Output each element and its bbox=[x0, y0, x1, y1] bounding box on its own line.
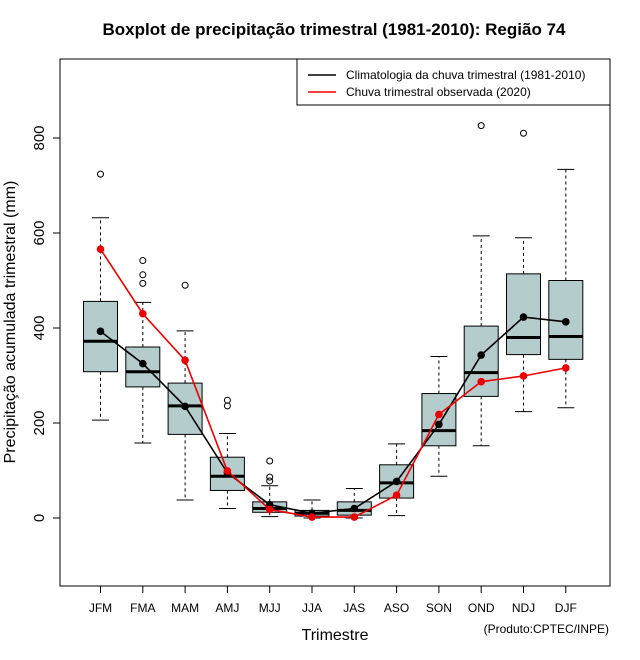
x-tick-label-amj: AMJ bbox=[215, 601, 239, 615]
outlier-point bbox=[139, 271, 147, 279]
x-tick-label-aso: ASO bbox=[384, 601, 409, 615]
series-point bbox=[562, 364, 570, 372]
x-tick-label-mjj: MJJ bbox=[259, 601, 281, 615]
series-point bbox=[435, 410, 443, 419]
y-tick-label: 200 bbox=[31, 410, 48, 435]
series-layer bbox=[96, 245, 570, 521]
series-line bbox=[100, 316, 566, 515]
outlier-point bbox=[520, 129, 527, 137]
series-observed bbox=[96, 245, 570, 521]
series-point bbox=[562, 318, 570, 326]
series-point bbox=[350, 504, 359, 513]
x-tick-label-ndj: NDJ bbox=[512, 601, 535, 615]
x-tick-label-jfm: JFM bbox=[89, 601, 112, 615]
x-tick-label-son: SON bbox=[426, 601, 452, 615]
series-point bbox=[139, 359, 147, 368]
y-axis-label: Precipitação acumulada trimestral (mm) bbox=[2, 181, 19, 464]
chart-title: Boxplot de precipitação trimestral (1981… bbox=[103, 20, 566, 39]
series-point bbox=[477, 377, 486, 386]
legend-label-climatology: Climatologia da chuva trimestral (1981-2… bbox=[346, 68, 585, 82]
outlier-point bbox=[139, 257, 147, 265]
outlier-point bbox=[223, 396, 231, 404]
credit-text: (Produto:CPTEC/INPE) bbox=[484, 622, 609, 636]
series-point bbox=[392, 477, 401, 486]
box-ond bbox=[463, 122, 499, 447]
series-point bbox=[181, 402, 189, 411]
series-point bbox=[519, 313, 528, 321]
y-tick-label: 800 bbox=[31, 125, 48, 150]
series-point bbox=[519, 372, 528, 380]
box-iqr bbox=[83, 300, 118, 373]
box-djf bbox=[548, 168, 584, 409]
series-point bbox=[392, 491, 401, 500]
y-tick-label: 600 bbox=[31, 220, 48, 245]
boxes-layer bbox=[83, 122, 584, 519]
outlier-point bbox=[223, 402, 231, 410]
series-point bbox=[477, 351, 486, 359]
outlier-point bbox=[97, 170, 104, 178]
y-tick-label: 0 bbox=[31, 514, 48, 522]
x-tick-label-fma: FMA bbox=[130, 601, 155, 615]
outlier-point bbox=[139, 279, 147, 287]
series-point bbox=[139, 309, 147, 318]
x-axis-label: Trimestre bbox=[302, 627, 369, 644]
series-point bbox=[96, 327, 105, 336]
outlier-point bbox=[266, 457, 274, 465]
series-point bbox=[223, 467, 232, 475]
x-tick-label-jas: JAS bbox=[343, 601, 365, 615]
box-ndj bbox=[506, 129, 541, 413]
x-tick-label-ond: OND bbox=[468, 601, 495, 615]
x-tick-label-jja: JJA bbox=[302, 601, 322, 615]
series-point bbox=[181, 356, 189, 365]
outlier-point bbox=[266, 477, 274, 485]
outlier-point bbox=[266, 473, 274, 481]
series-point bbox=[350, 513, 359, 521]
series-point bbox=[435, 420, 443, 429]
series-line bbox=[99, 248, 566, 518]
box-jfm bbox=[83, 170, 118, 421]
box-iqr bbox=[463, 325, 499, 397]
legend: Climatologia da chuva trimestral (1981-2… bbox=[296, 58, 611, 106]
y-tick-label: 400 bbox=[31, 315, 48, 340]
outlier-point bbox=[181, 281, 189, 289]
series-point bbox=[308, 513, 316, 521]
series-point bbox=[96, 245, 105, 253]
series-point bbox=[265, 505, 274, 514]
x-tick-label-djf: DJF bbox=[555, 601, 577, 615]
x-tick-label-mam: MAM bbox=[171, 601, 199, 615]
legend-box bbox=[296, 58, 611, 106]
axis-layer: 0 200 400 600 800 JFM FMA MAM AMJ MJJ JJA JAS ASO SON… bbox=[31, 125, 577, 615]
box-fma bbox=[125, 257, 161, 444]
outlier-point bbox=[477, 122, 485, 130]
legend-label-observed: Chuva trimestral observada (2020) bbox=[346, 85, 531, 99]
